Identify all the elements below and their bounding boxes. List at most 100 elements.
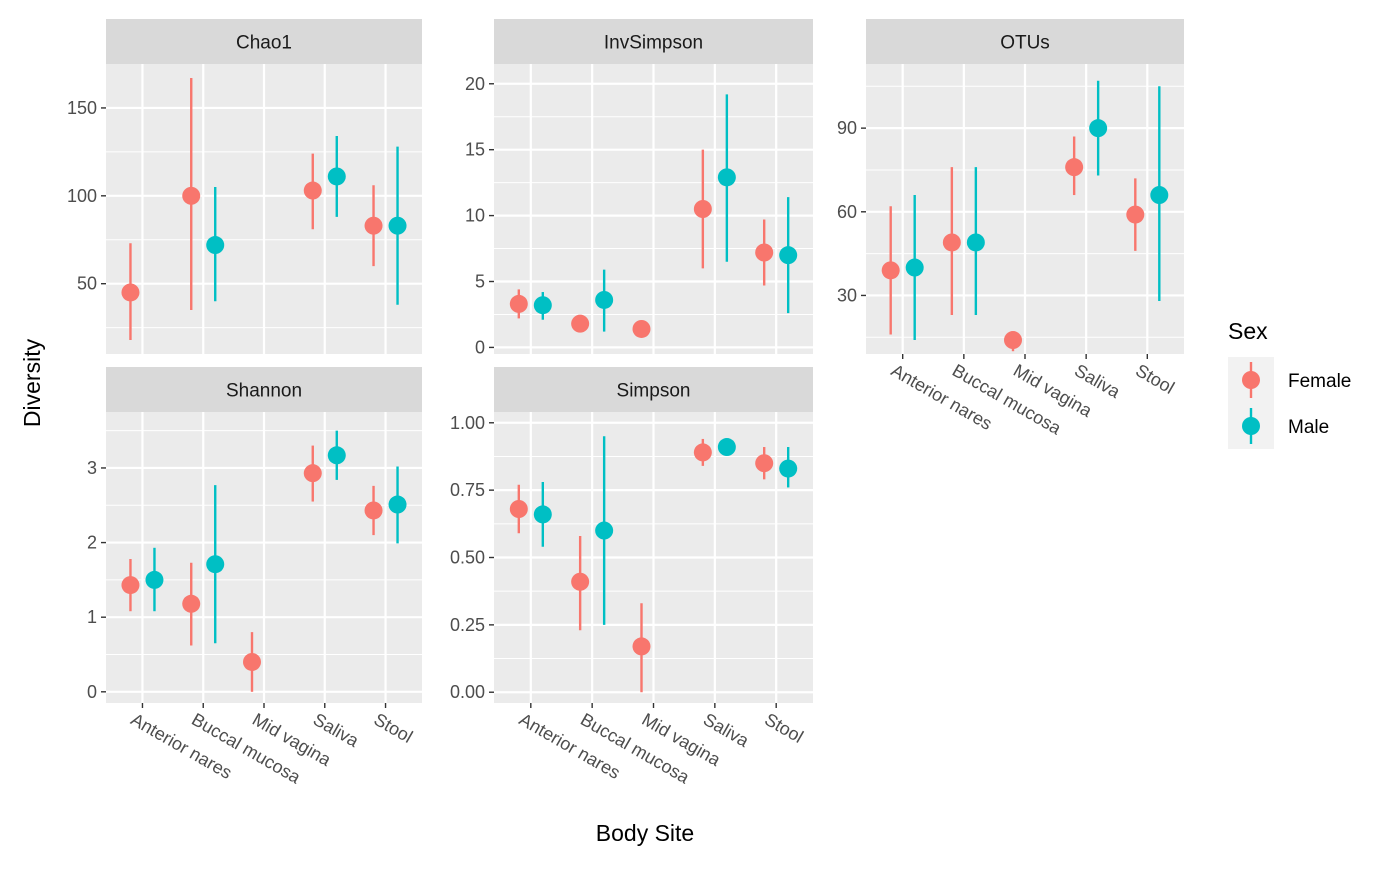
point-male-saliva	[717, 168, 736, 187]
point-female-anterior-nares	[121, 283, 140, 302]
facet-title-otus: OTUs	[1000, 33, 1050, 54]
y-tick-label: 30	[837, 285, 857, 305]
series-female-otus	[881, 136, 1145, 352]
point-female-stool	[364, 216, 383, 235]
point-female-anterior-nares	[509, 294, 528, 313]
point-male-stool	[779, 246, 798, 265]
y-tick-label: 3	[87, 458, 97, 478]
facet-title-invsimpson: InvSimpson	[604, 33, 703, 54]
y-tick-label: 5	[475, 272, 485, 292]
point-male-saliva	[717, 438, 736, 457]
legend: Female Male	[1228, 357, 1351, 449]
legend-label-male: Male	[1288, 417, 1329, 438]
y-tick-label: 2	[87, 533, 97, 553]
y-tick-label: 0	[87, 682, 97, 702]
point-female-saliva	[693, 443, 712, 462]
point-female-buccal-mucosa	[182, 594, 201, 613]
facet-invsimpson: InvSimpson 0 5 10 15 20	[465, 19, 813, 357]
y-tick-label: 150	[67, 98, 97, 118]
facet-strip-invsimpson	[494, 19, 813, 64]
point-male-stool	[1150, 186, 1169, 205]
point-male-buccal-mucosa	[966, 233, 985, 252]
facet-strip-simpson	[494, 367, 813, 412]
y-tick-label: 0.00	[450, 682, 485, 702]
point-female-stool	[364, 501, 383, 520]
point-male-buccal-mucosa	[206, 236, 225, 255]
point-female-stool	[755, 243, 774, 262]
facet-title-chao1: Chao1	[236, 33, 292, 54]
point-male-buccal-mucosa	[595, 521, 614, 540]
series-male-simpson	[533, 436, 798, 625]
facet-title-simpson: Simpson	[617, 381, 691, 402]
point-female-saliva	[693, 200, 712, 218]
y-tick-label: 20	[465, 74, 485, 94]
legend-key-point-male	[1242, 417, 1260, 435]
point-female-anterior-nares	[121, 576, 140, 595]
legend-key-point-female	[1242, 371, 1260, 389]
series-male-invsimpson	[533, 94, 798, 332]
point-female-saliva	[303, 181, 322, 200]
series-female-chao1	[121, 78, 383, 340]
point-male-saliva	[327, 446, 346, 465]
point-female-mid-vagina	[632, 637, 651, 656]
x-tick-label-stool: Stool	[761, 709, 807, 747]
point-female-stool	[1126, 205, 1145, 224]
y-tick-label: 1	[87, 607, 97, 627]
facets-layer: Chao150100150InvSimpson05101520OTUs30609…	[67, 19, 1184, 788]
facet-strip-chao1	[106, 19, 422, 64]
point-female-buccal-mucosa	[182, 186, 201, 205]
y-tick-label: 0.25	[450, 615, 485, 635]
point-male-stool	[388, 216, 407, 235]
y-tick-label: 15	[465, 140, 485, 160]
facet-strip-shannon	[106, 367, 422, 412]
series-male-shannon	[145, 430, 407, 644]
point-male-anterior-nares	[905, 258, 924, 277]
y-tick-label: 0.50	[450, 548, 485, 568]
y-axis-title: Diversity	[19, 338, 45, 427]
series-male-chao1	[206, 136, 407, 305]
facet-chao1: Chao1 50 100 150	[67, 19, 422, 354]
y-tick-label: 90	[837, 118, 857, 138]
facet-strip-otus	[866, 19, 1184, 64]
y-tick-label: 0	[475, 337, 485, 357]
y-tick-label: 60	[837, 202, 857, 222]
point-female-buccal-mucosa	[571, 314, 590, 333]
point-female-anterior-nares	[881, 261, 900, 280]
point-male-anterior-nares	[533, 296, 552, 315]
point-male-stool	[388, 495, 407, 514]
point-female-mid-vagina	[243, 652, 261, 671]
series-female-shannon	[121, 445, 383, 692]
point-male-stool	[779, 459, 798, 478]
point-female-buccal-mucosa	[942, 233, 961, 252]
point-male-anterior-nares	[533, 505, 552, 524]
y-tick-label: 1.00	[450, 413, 485, 433]
x-tick-label-stool: Stool	[371, 709, 417, 747]
series-male-otus	[905, 80, 1169, 341]
y-tick-label: 0.75	[450, 480, 485, 500]
series-female-simpson	[509, 438, 774, 693]
point-female-buccal-mucosa	[571, 572, 590, 591]
point-female-saliva	[1065, 158, 1084, 177]
y-tick-label: 100	[67, 186, 97, 206]
point-male-buccal-mucosa	[595, 290, 614, 309]
x-tick-label-stool: Stool	[1132, 360, 1178, 398]
x-axis-title: Body Site	[596, 820, 694, 846]
legend-label-female: Female	[1288, 371, 1351, 392]
y-tick-label: 50	[77, 274, 97, 294]
point-male-saliva	[1089, 119, 1108, 138]
point-male-saliva	[327, 167, 346, 186]
point-female-mid-vagina	[632, 319, 651, 338]
point-male-buccal-mucosa	[206, 555, 225, 574]
point-female-anterior-nares	[509, 500, 528, 518]
series-female-invsimpson	[509, 149, 774, 338]
point-male-anterior-nares	[145, 570, 164, 589]
point-female-saliva	[303, 464, 322, 483]
point-female-stool	[755, 454, 774, 473]
y-tick-label: 10	[465, 206, 485, 226]
legend-title: Sex	[1228, 318, 1268, 344]
